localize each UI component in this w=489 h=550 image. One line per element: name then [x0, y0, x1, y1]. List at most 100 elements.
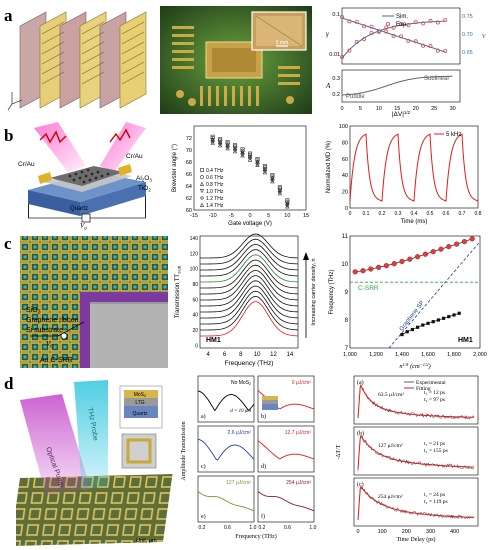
si-substrate-label: Si substrate [26, 327, 63, 334]
subpanel-tag: c) [201, 463, 206, 470]
upper-data-point [446, 244, 452, 250]
transmission-curve [199, 254, 299, 283]
svg-text:SiO2: SiO2 [26, 307, 41, 316]
ytick-label: 20 [192, 328, 198, 334]
ytick-label: 120 [190, 251, 199, 257]
xtick-label: 1,400 [395, 352, 409, 358]
data-point [255, 162, 260, 168]
xtick-label: 1,200 [369, 352, 383, 358]
plot-frame [349, 125, 479, 209]
chart-c-transmission: HM1 4 6 8 10 12 14 140 120 100 80 60 40 20 0 Frequency … [170, 230, 322, 370]
subpanel-tag: a) [201, 413, 206, 420]
al2o3-label: Al [136, 175, 142, 182]
gamma-exp-point [428, 44, 433, 49]
xtick-label: 20 [413, 106, 419, 112]
xtick-label: 15 [394, 106, 400, 112]
svg-text:TiO2: TiO2 [138, 185, 151, 193]
data-point [285, 204, 290, 209]
ytick-label: 100 [190, 267, 199, 273]
svg-text:MoS2: MoS2 [134, 392, 147, 398]
hm1-label: HM1 [206, 337, 221, 344]
lower-data-point [442, 316, 446, 320]
thickness-note: d = 10 μm [230, 409, 251, 414]
ytick-label: 60 [186, 208, 192, 214]
subpanel-tag: (c) [357, 481, 364, 488]
svg-text:Quartz: Quartz [132, 411, 148, 417]
nu-exp-point [354, 40, 359, 45]
lower-data-point [426, 321, 430, 325]
plot-frame [353, 477, 479, 527]
xtick-label: 10 [284, 213, 290, 219]
subpanel-legend: 254 μJ/cm² [286, 480, 311, 486]
x-axis-label: Time (ms) [401, 219, 428, 225]
left-axis-top-label: γ [326, 30, 329, 38]
chart-c-frequency: C-SRR Graphene SP HM1 1,000 1,200 1,400 1,600 1… [326, 230, 488, 370]
ytick-label: 8 [345, 318, 349, 324]
subpanel-tag: (a) [357, 379, 364, 386]
axes-triad-icon [7, 92, 23, 111]
nu-exp-point [384, 25, 389, 30]
upper-data-point [399, 258, 405, 265]
reflected-beam [100, 122, 146, 172]
lower-data-point [421, 323, 425, 327]
y-axis-label: Transmission TTSUB [175, 265, 182, 318]
plot-frame [257, 375, 315, 423]
chip-photo: 5 mm [160, 6, 312, 114]
gamma-exp-point [362, 24, 367, 29]
x-axis-label: Frequency (THz) [235, 533, 276, 540]
legend-label: 0.4 THz [206, 168, 224, 174]
ytick-label: 70 [186, 148, 192, 154]
upper-data-point [469, 236, 475, 242]
vg-c-label: V [46, 340, 51, 348]
xtick-label: 0 [349, 211, 352, 217]
data-point [210, 140, 215, 145]
nu-exp-point [347, 48, 352, 53]
lower-data-point [400, 332, 404, 337]
data-point [225, 145, 230, 151]
nu-exp-point [428, 18, 433, 23]
gamma-exp-point [413, 39, 418, 44]
xtick-label: 1.0 [309, 525, 316, 531]
upper-data-point [422, 251, 429, 257]
ytick-label: 140 [190, 236, 199, 242]
data-point [232, 147, 238, 153]
plot-frame [349, 235, 481, 349]
subpanel-tag: e) [201, 513, 206, 520]
plot-frame [197, 425, 255, 473]
upper-data-point [352, 269, 358, 275]
row-a: a [0, 0, 489, 118]
lower-data-point [452, 313, 456, 317]
xtick-label: 1.0 [249, 525, 256, 531]
nu-exp-point [435, 20, 440, 25]
data-point [270, 178, 275, 184]
legend-marker [199, 189, 205, 194]
hm1-label: HM1 [458, 337, 473, 344]
lower-data-point [410, 327, 414, 332]
csrr-annotation: C-SRR [358, 285, 379, 292]
vg-label: V [80, 222, 85, 230]
right-ytick-label: 0.75 [462, 14, 473, 20]
row-d: d Optical Pump THz Probe [0, 370, 489, 550]
xtick-label: 0.2 [259, 525, 266, 531]
upper-data-point [375, 264, 382, 270]
x-axis-label: |ΔV|1/2 [392, 110, 411, 118]
nu-exp-point [406, 23, 411, 28]
t2-label: t₂ = 119 ps [424, 499, 448, 505]
device-d-illustration: Optical Pump THz Probe MoS2 LTG Quartz U… [16, 378, 174, 550]
y-axis-label: -ΔT/T [336, 444, 342, 459]
subpanel-tag: b) [261, 413, 266, 420]
xtick-label: 0.2 [199, 525, 206, 531]
xtick-label: 0.6 [224, 525, 231, 531]
t2-label: t₂ = 155 ps [424, 448, 448, 454]
data-point [225, 144, 230, 150]
gamma-exp-point [406, 38, 411, 43]
legend-fit-label: Fitting [416, 386, 431, 392]
panel-label-b: b [4, 126, 14, 145]
nu-exp-point [391, 25, 396, 30]
legend-marker [199, 195, 205, 201]
ytick-label: 68 [186, 160, 192, 166]
amplitude-curve [257, 440, 315, 460]
nu-exp-point [413, 20, 418, 25]
data-point [270, 177, 275, 183]
upper-data-point [461, 238, 468, 245]
